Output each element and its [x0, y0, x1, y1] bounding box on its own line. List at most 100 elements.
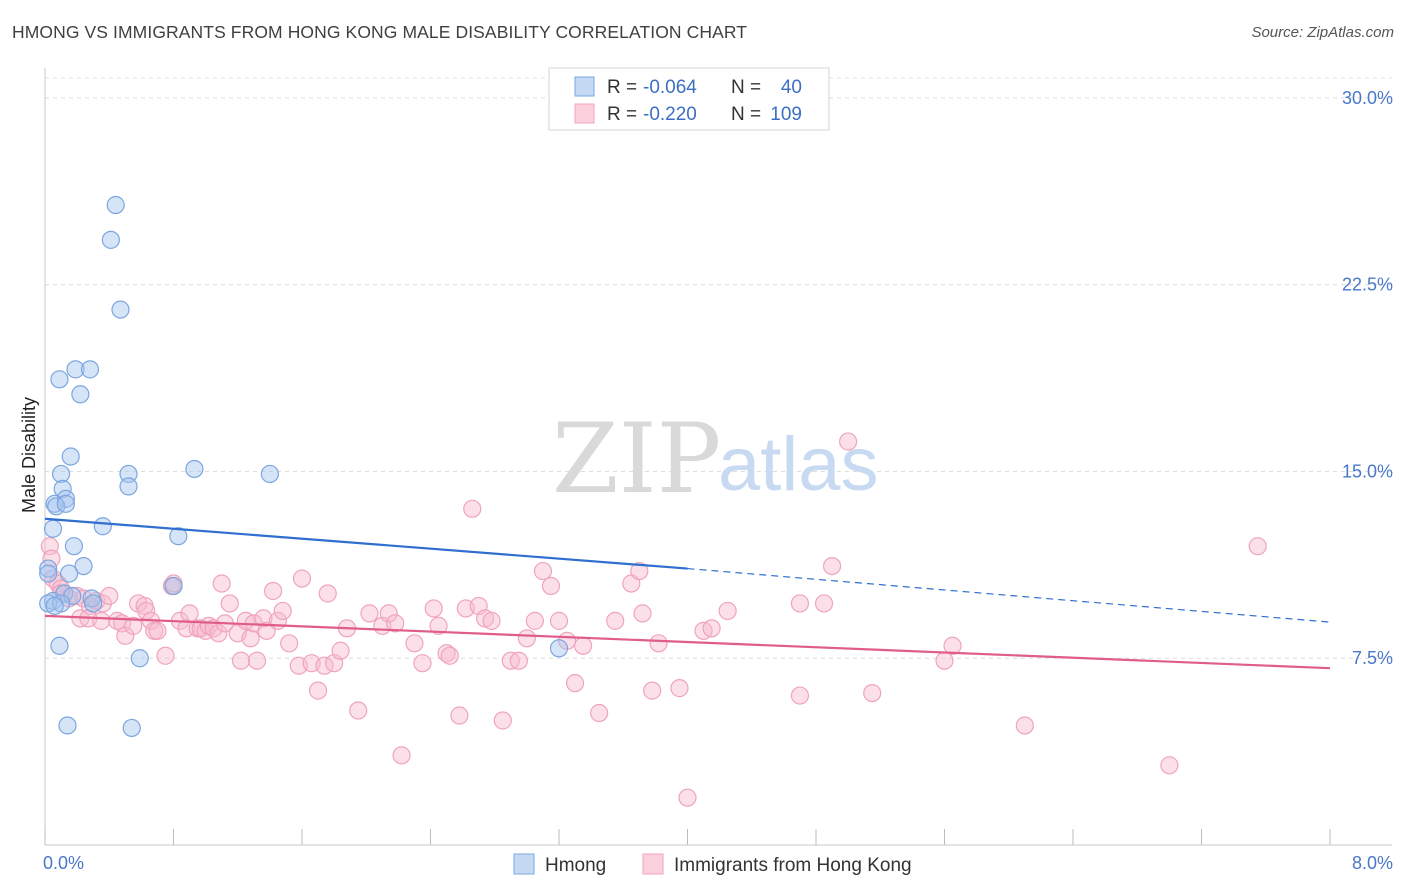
hmong-point-17 — [56, 494, 75, 513]
hmong-point-37 — [130, 649, 149, 668]
hong-kong-point-110 — [943, 636, 962, 655]
hmong-point-6 — [71, 385, 90, 404]
hong-kong-point-79 — [482, 611, 501, 630]
hong-kong-point-98 — [670, 679, 689, 698]
hong-kong-point-56 — [308, 681, 328, 700]
hong-kong-point-96 — [643, 681, 662, 700]
hong-kong-point-80 — [493, 711, 512, 730]
hong-kong-point-66 — [386, 614, 405, 633]
series-immigrants-hong-kong-points — [40, 432, 1267, 807]
hong-kong-point-108 — [863, 683, 882, 703]
hmong-point-26 — [164, 576, 183, 596]
stats-r-value-hong-kong: -0.220 — [643, 104, 697, 125]
hmong-point-7 — [61, 447, 80, 466]
hong-kong-point-94 — [630, 561, 649, 581]
hong-kong-point-70 — [424, 599, 443, 618]
hong-kong-point-25 — [148, 621, 167, 640]
chart-title: HMONG VS IMMIGRANTS FROM HONG KONG MALE … — [12, 22, 748, 42]
trend-line-hmong — [44, 517, 688, 570]
hmong-point-38 — [58, 716, 77, 735]
hong-kong-point-103 — [790, 686, 810, 705]
stats-r-label-hong-kong: R = — [607, 104, 637, 125]
trend-line-hmong-extension — [687, 567, 1331, 623]
axes — [44, 68, 1392, 846]
hong-kong-point-1 — [42, 549, 61, 568]
hong-kong-point-90 — [573, 636, 593, 655]
y-tick-label-1: 15.0% — [1342, 461, 1393, 481]
hong-kong-point-72 — [437, 644, 456, 663]
series-hmong-points — [39, 195, 569, 738]
hmong-point-13 — [53, 479, 72, 498]
hmong-point-34 — [84, 594, 103, 613]
x-tick-label-1: 8.0% — [1352, 853, 1393, 873]
hong-kong-point-67 — [392, 746, 411, 765]
hong-kong-point-84 — [525, 611, 545, 630]
hmong-point-14 — [56, 489, 75, 508]
hong-kong-point-102 — [718, 601, 737, 621]
hong-kong-point-62 — [349, 701, 368, 720]
hong-kong-point-73 — [440, 646, 459, 665]
tick-labels: 7.5% 15.0% 22.5% 30.0% 0.0% 8.0% — [43, 88, 1393, 873]
trend-line-hong-kong — [44, 614, 1331, 670]
hmong-point-1 — [101, 230, 120, 249]
hong-kong-point-42 — [231, 651, 251, 670]
stats-swatch-hong-kong — [574, 103, 595, 124]
hong-kong-point-83 — [517, 629, 536, 648]
stats-swatch-hmong — [574, 76, 595, 97]
hong-kong-point-19 — [124, 616, 143, 635]
stats-n-value-hmong: 40 — [781, 77, 802, 98]
hong-kong-point-104 — [790, 594, 810, 613]
hmong-point-4 — [80, 360, 100, 379]
x-tick-label-0: 0.0% — [43, 853, 84, 873]
hmong-point-19 — [43, 519, 63, 538]
stats-r-value-hmong: -0.064 — [643, 77, 697, 98]
hong-kong-point-111 — [1015, 716, 1034, 735]
hmong-point-36 — [549, 639, 569, 658]
hong-kong-point-49 — [263, 581, 283, 601]
y-axis-label: Male Disability — [19, 397, 39, 513]
hong-kong-point-44 — [241, 629, 260, 648]
watermark: ZIP atlas — [552, 403, 879, 515]
hong-kong-point-82 — [509, 651, 528, 670]
series-legend: Hmong Immigrants from Hong Kong — [513, 853, 912, 876]
hong-kong-point-65 — [379, 604, 398, 623]
hong-kong-point-95 — [633, 604, 652, 623]
hmong-point-39 — [122, 718, 141, 738]
hong-kong-point-52 — [280, 634, 299, 653]
hmong-point-3 — [66, 360, 85, 379]
hong-kong-point-107 — [839, 432, 858, 451]
stats-legend-box — [548, 67, 830, 131]
hmong-point-22 — [74, 556, 93, 576]
hong-kong-point-15 — [92, 611, 111, 630]
y-tick-label-0: 7.5% — [1352, 648, 1393, 668]
hong-kong-point-106 — [822, 556, 842, 576]
hmong-point-25 — [59, 564, 79, 583]
hong-kong-point-109 — [935, 651, 954, 670]
y-tick-label-3: 30.0% — [1342, 88, 1393, 108]
hong-kong-point-26 — [156, 646, 175, 665]
hong-kong-point-63 — [360, 604, 379, 623]
hmong-point-8 — [185, 459, 204, 479]
grid-lines — [45, 77, 1392, 659]
legend-label-hong-kong: Immigrants from Hong Kong — [674, 855, 912, 876]
hmong-point-18 — [93, 517, 112, 536]
hmong-point-35 — [50, 636, 69, 655]
y-tick-label-2: 22.5% — [1342, 275, 1393, 295]
hmong-point-23 — [39, 559, 58, 578]
hong-kong-point-54 — [292, 569, 312, 588]
stats-n-label-hong-kong: N = — [731, 104, 761, 125]
hong-kong-point-76 — [463, 499, 482, 518]
stats-legend: R = -0.064 N = 40 R = -0.220 N = 109 — [548, 67, 830, 131]
hong-kong-point-60 — [331, 641, 350, 660]
watermark-zip: ZIP — [552, 403, 721, 515]
hong-kong-point-40 — [220, 594, 239, 613]
hong-kong-point-87 — [549, 611, 569, 630]
hong-kong-point-51 — [273, 601, 292, 621]
hmong-point-10 — [260, 464, 279, 484]
legend-swatch-hmong — [513, 853, 535, 875]
hong-kong-point-97 — [649, 634, 668, 653]
hmong-point-33 — [45, 596, 64, 616]
hong-kong-point-12 — [100, 586, 119, 606]
hong-kong-point-86 — [541, 576, 561, 596]
